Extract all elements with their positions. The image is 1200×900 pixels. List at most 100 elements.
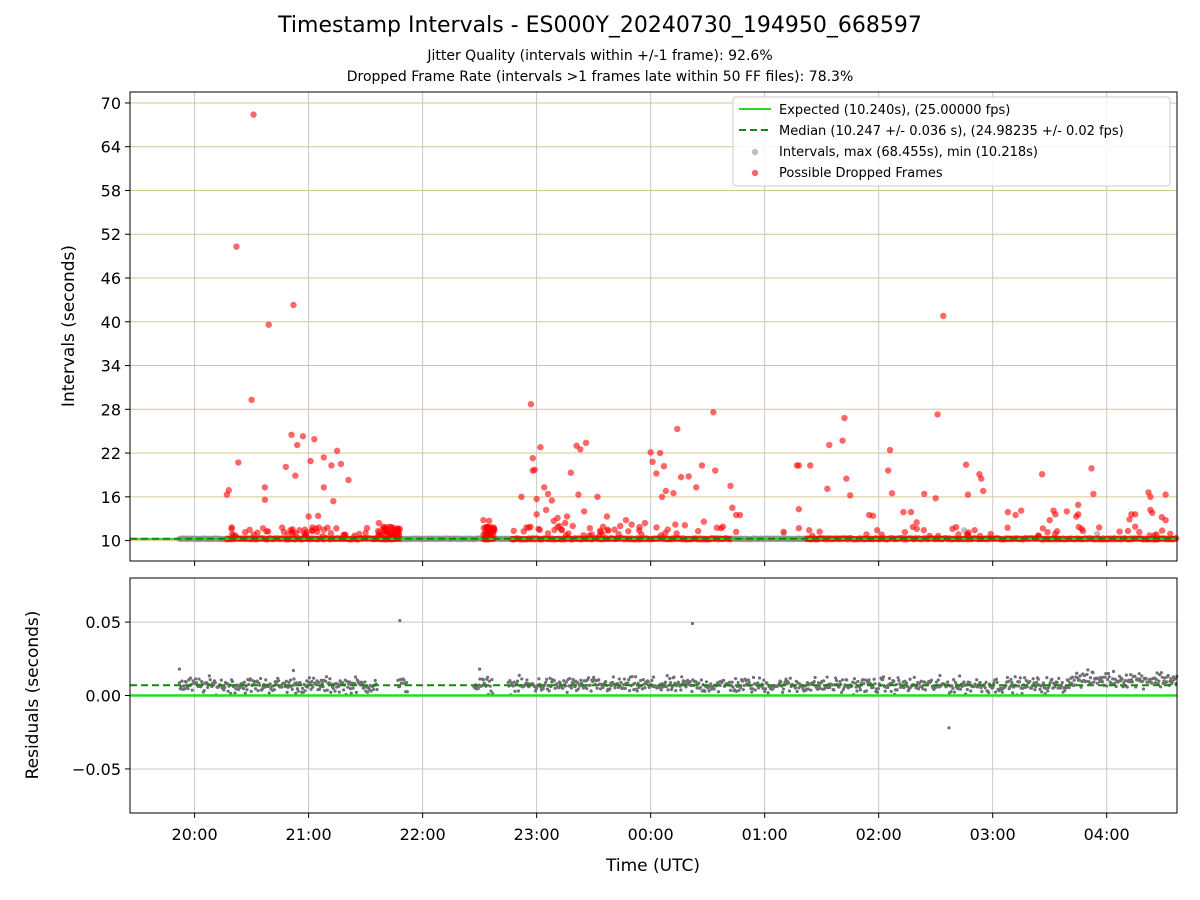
residual-point — [1036, 677, 1040, 681]
residual-point — [633, 681, 637, 685]
residual-point — [712, 687, 716, 691]
dropped-frame-point — [662, 487, 670, 495]
residual-point — [626, 681, 630, 685]
residual-point — [362, 685, 366, 689]
residual-point — [741, 688, 745, 692]
dropped-frame-point — [235, 459, 242, 466]
residual-point — [1106, 671, 1111, 676]
residual-point — [632, 688, 636, 692]
residual-point — [219, 678, 223, 682]
residual-point — [561, 686, 565, 690]
residual-point — [995, 680, 999, 685]
dropped-frame-point — [233, 243, 240, 250]
residual-point — [731, 685, 735, 689]
residual-point — [194, 681, 199, 685]
dropped-frame-point — [1034, 532, 1042, 540]
residual-point — [284, 679, 288, 683]
residual-point — [245, 688, 249, 692]
residual-point — [938, 673, 942, 678]
dropped-frame-point — [1095, 524, 1103, 531]
top-ytick-label: 40 — [101, 313, 121, 332]
dropped-frame-point — [780, 528, 787, 536]
residual-point — [1058, 686, 1063, 690]
dropped-frame-point — [333, 525, 340, 532]
dropped-frame-point — [582, 439, 590, 447]
dropped-frame-point — [292, 472, 299, 479]
bottom-ytick-label: 0.00 — [85, 687, 121, 706]
dropped-frame-point — [1079, 527, 1087, 535]
residual-point — [750, 690, 754, 694]
residual-point — [953, 680, 957, 684]
dropped-frame-point — [1131, 523, 1139, 530]
dropped-frame-point — [533, 495, 540, 503]
dropped-frame-point — [732, 528, 740, 536]
dropped-frame-point — [712, 467, 719, 474]
residual-point — [595, 686, 599, 690]
residual-point — [487, 679, 491, 683]
dropped-frame-point — [700, 518, 708, 525]
dropped-frame-point — [333, 447, 341, 455]
dropped-frame-point — [1017, 507, 1025, 514]
residual-point — [873, 682, 877, 686]
residual-point — [1005, 675, 1010, 680]
dropped-frame-point — [901, 528, 909, 536]
residual-point — [643, 686, 647, 690]
residual-point — [230, 679, 235, 684]
residual-point — [1070, 675, 1075, 679]
residual-point — [744, 678, 748, 683]
residual-point — [1144, 676, 1148, 681]
residual-point — [327, 681, 331, 685]
residual-point — [592, 675, 596, 679]
dropped-frame-point — [480, 516, 487, 524]
residual-point — [633, 675, 638, 679]
residual-point — [310, 680, 314, 684]
residual-point — [202, 688, 206, 693]
residual-point — [641, 678, 645, 682]
residual-point — [1072, 678, 1076, 682]
dropped-frame-point — [807, 462, 814, 469]
residual-point — [1137, 672, 1141, 676]
residual-point — [646, 680, 650, 684]
dropped-frame-point — [979, 487, 987, 495]
residual-point — [756, 681, 760, 685]
residual-point — [1164, 680, 1169, 684]
residual-point — [737, 688, 741, 692]
dropped-frame-point — [541, 484, 548, 491]
residual-point — [818, 686, 822, 691]
residual-point — [627, 678, 631, 682]
residual-point — [1120, 677, 1124, 681]
x-tick-label: 23:00 — [514, 825, 560, 844]
residual-point — [317, 680, 321, 684]
dropped-frame-point — [315, 524, 323, 531]
residual-point — [234, 687, 238, 691]
residual-point — [688, 680, 692, 684]
residual-point — [1010, 680, 1014, 685]
residual-point — [1141, 687, 1146, 691]
x-tick-label: 22:00 — [400, 825, 446, 844]
bottom-y-axis-label: Residuals (seconds) — [23, 611, 43, 780]
residual-point — [558, 681, 562, 685]
legend-entry: Median (10.247 +/- 0.036 s), (24.98235 +… — [779, 124, 1124, 139]
residual-point — [295, 687, 300, 691]
dropped-frame-point — [962, 461, 970, 468]
x-tick-label: 21:00 — [286, 825, 332, 844]
residual-point — [296, 689, 300, 693]
residual-point — [333, 689, 337, 693]
residual-point — [564, 680, 568, 684]
dropped-frame-point — [1116, 528, 1123, 535]
dropped-frame-point — [698, 462, 706, 469]
dropped-frame-point — [490, 525, 497, 533]
residual-point — [858, 688, 863, 692]
dropped-frame-point — [727, 482, 734, 490]
residual-point — [751, 675, 756, 680]
residual-point — [695, 686, 699, 690]
residual-point — [837, 685, 841, 689]
residual-point — [1070, 681, 1074, 685]
dropped-frame-point — [949, 525, 956, 533]
residual-point — [544, 680, 548, 684]
residual-point — [398, 618, 402, 623]
dropped-frame-point — [263, 528, 270, 535]
dropped-frame-point — [1074, 501, 1082, 509]
bottom-ytick-label: −0.05 — [72, 760, 121, 779]
dropped-frame-point — [483, 526, 490, 534]
